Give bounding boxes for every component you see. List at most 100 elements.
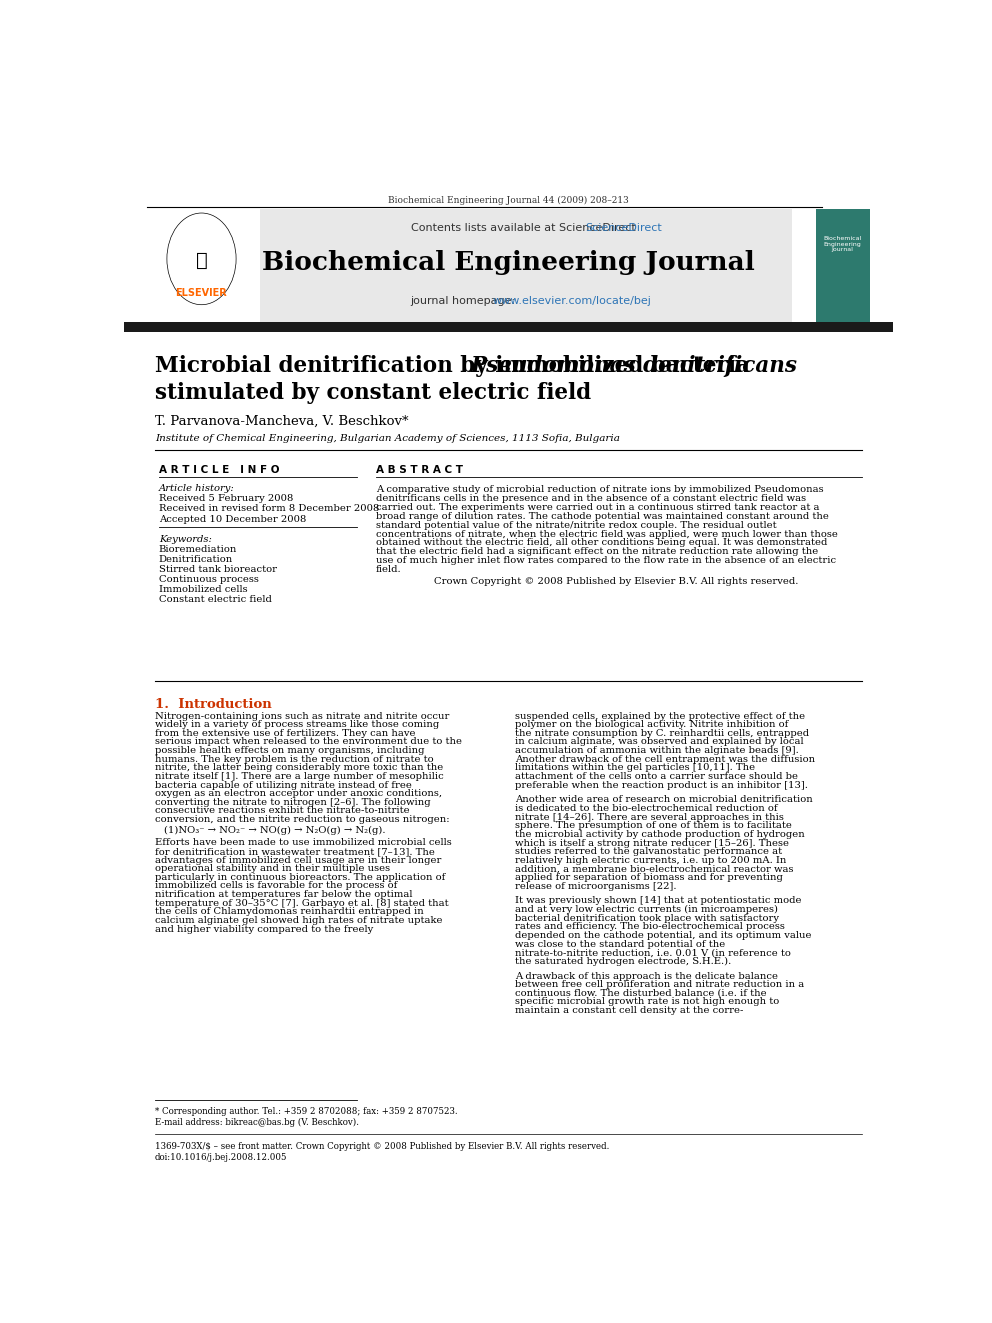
Text: nitrate [14–26]. There are several approaches in this: nitrate [14–26]. There are several appro… (516, 812, 785, 822)
Text: addition, a membrane bio-electrochemical reactor was: addition, a membrane bio-electrochemical… (516, 864, 794, 873)
Text: Efforts have been made to use immobilized microbial cells: Efforts have been made to use immobilize… (155, 839, 451, 847)
Text: possible health effects on many organisms, including: possible health effects on many organism… (155, 746, 425, 755)
Bar (147, 209, 260, 321)
Text: Continuous process: Continuous process (159, 574, 259, 583)
Text: polymer on the biological activity. Nitrite inhibition of: polymer on the biological activity. Nitr… (516, 720, 789, 729)
Text: in calcium alginate, was observed and explained by local: in calcium alginate, was observed and ex… (516, 737, 804, 746)
Text: sphere. The presumption of one of them is to facilitate: sphere. The presumption of one of them i… (516, 822, 793, 831)
Text: Microbial denitrification by immobilized bacteria: Microbial denitrification by immobilized… (155, 355, 757, 377)
Text: immobilized cells is favorable for the process of: immobilized cells is favorable for the p… (155, 881, 398, 890)
Text: limitations within the gel particles [10,11]. The: limitations within the gel particles [10… (516, 763, 756, 773)
Text: Biochemical
Engineering
Journal: Biochemical Engineering Journal (823, 235, 861, 253)
Text: the saturated hydrogen electrode, S.H.E.).: the saturated hydrogen electrode, S.H.E.… (516, 957, 732, 966)
Text: was close to the standard potential of the: was close to the standard potential of t… (516, 939, 725, 949)
Text: Crown Copyright © 2008 Published by Elsevier B.V. All rights reserved.: Crown Copyright © 2008 Published by Else… (434, 577, 799, 586)
Bar (147, 209, 792, 321)
Text: the cells of Chlamydomonas reinhardtii entrapped in: the cells of Chlamydomonas reinhardtii e… (155, 908, 424, 917)
Text: use of much higher inlet flow rates compared to the flow rate in the absence of : use of much higher inlet flow rates comp… (376, 556, 836, 565)
Text: advantages of immobilized cell usage are in their longer: advantages of immobilized cell usage are… (155, 856, 441, 865)
Text: Immobilized cells: Immobilized cells (159, 585, 247, 594)
Text: continuous flow. The disturbed balance (i.e. if the: continuous flow. The disturbed balance (… (516, 988, 767, 998)
Text: Denitrification: Denitrification (159, 554, 233, 564)
Text: maintain a constant cell density at the corre-: maintain a constant cell density at the … (516, 1005, 744, 1015)
Text: nitrification at temperatures far below the optimal: nitrification at temperatures far below … (155, 890, 413, 900)
Text: Biochemical Engineering Journal 44 (2009) 208–213: Biochemical Engineering Journal 44 (2009… (388, 196, 629, 205)
Bar (124, 321, 893, 332)
Text: the microbial activity by cathode production of hydrogen: the microbial activity by cathode produc… (516, 830, 806, 839)
Text: relatively high electric currents, i.e. up to 200 mA. In: relatively high electric currents, i.e. … (516, 856, 787, 865)
Text: journal homepage:: journal homepage: (411, 296, 520, 306)
Text: rates and efficiency. The bio-electrochemical process: rates and efficiency. The bio-electroche… (516, 922, 786, 931)
Text: www.elsevier.com/locate/bej: www.elsevier.com/locate/bej (492, 296, 651, 306)
Text: bacteria capable of utilizing nitrate instead of free: bacteria capable of utilizing nitrate in… (155, 781, 412, 790)
Text: temperature of 30–35°C [7]. Garbayo et al. [8] stated that: temperature of 30–35°C [7]. Garbayo et a… (155, 898, 448, 908)
Text: A drawback of this approach is the delicate balance: A drawback of this approach is the delic… (516, 971, 779, 980)
Text: broad range of dilution rates. The cathode potential was maintained constant aro: broad range of dilution rates. The catho… (376, 512, 828, 521)
Text: bacterial denitrification took place with satisfactory: bacterial denitrification took place wit… (516, 914, 780, 922)
Text: Nitrogen-containing ions such as nitrate and nitrite occur: Nitrogen-containing ions such as nitrate… (155, 712, 449, 721)
Text: field.: field. (376, 565, 402, 574)
Text: Constant electric field: Constant electric field (159, 594, 272, 603)
Text: the nitrate consumption by C. reinhardtii cells, entrapped: the nitrate consumption by C. reinhardti… (516, 729, 809, 738)
Text: widely in a variety of process streams like those coming: widely in a variety of process streams l… (155, 720, 439, 729)
Text: Biochemical Engineering Journal: Biochemical Engineering Journal (262, 250, 755, 275)
Text: 🌳: 🌳 (195, 251, 207, 270)
Text: Bioremediation: Bioremediation (159, 545, 237, 553)
Text: Another drawback of the cell entrapment was the diffusion: Another drawback of the cell entrapment … (516, 754, 815, 763)
Text: It was previously shown [14] that at potentiostatic mode: It was previously shown [14] that at pot… (516, 897, 802, 905)
Text: Stirred tank bioreactor: Stirred tank bioreactor (159, 565, 277, 574)
Text: obtained without the electric field, all other conditions being equal. It was de: obtained without the electric field, all… (376, 538, 827, 548)
Text: Pseudomonas denitrificans: Pseudomonas denitrificans (470, 355, 798, 377)
Text: for denitrification in wastewater treatment [7–13]. The: for denitrification in wastewater treatm… (155, 847, 434, 856)
Text: T. Parvanova-Mancheva, V. Beschkov*: T. Parvanova-Mancheva, V. Beschkov* (155, 415, 409, 429)
Text: Article history:: Article history: (159, 484, 235, 493)
Text: nitrite, the latter being considerably more toxic than the: nitrite, the latter being considerably m… (155, 763, 443, 773)
Text: Received in revised form 8 December 2008: Received in revised form 8 December 2008 (159, 504, 379, 513)
Text: A comparative study of microbial reduction of nitrate ions by immobilized Pseudo: A comparative study of microbial reducti… (376, 486, 823, 495)
Text: oxygen as an electron acceptor under anoxic conditions,: oxygen as an electron acceptor under ano… (155, 790, 442, 798)
Text: ELSEVIER: ELSEVIER (176, 288, 227, 298)
Text: Another wide area of research on microbial denitrification: Another wide area of research on microbi… (516, 795, 813, 804)
Text: and higher viability compared to the freely: and higher viability compared to the fre… (155, 925, 373, 934)
Text: release of microorganisms [22].: release of microorganisms [22]. (516, 881, 677, 890)
Text: accumulation of ammonia within the alginate beads [9].: accumulation of ammonia within the algin… (516, 746, 800, 755)
Text: 1.  Introduction: 1. Introduction (155, 697, 272, 710)
Text: attachment of the cells onto a carrier surface should be: attachment of the cells onto a carrier s… (516, 773, 799, 781)
Text: that the electric field had a significant effect on the nitrate reduction rate a: that the electric field had a significan… (376, 548, 818, 556)
Text: conversion, and the nitrite reduction to gaseous nitrogen:: conversion, and the nitrite reduction to… (155, 815, 449, 824)
Text: operational stability and in their multiple uses: operational stability and in their multi… (155, 864, 390, 873)
Text: serious impact when released to the environment due to the: serious impact when released to the envi… (155, 737, 462, 746)
Text: which is itself a strong nitrate reducer [15–26]. These: which is itself a strong nitrate reducer… (516, 839, 790, 848)
Text: depended on the cathode potential, and its optimum value: depended on the cathode potential, and i… (516, 931, 811, 939)
Text: is dedicated to the bio-electrochemical reduction of: is dedicated to the bio-electrochemical … (516, 804, 778, 814)
Text: E-mail address: bikreac@bas.bg (V. Beschkov).: E-mail address: bikreac@bas.bg (V. Besch… (155, 1118, 359, 1127)
Text: nitrate itself [1]. There are a large number of mesophilic: nitrate itself [1]. There are a large nu… (155, 773, 443, 781)
Text: A B S T R A C T: A B S T R A C T (376, 466, 463, 475)
Text: Institute of Chemical Engineering, Bulgarian Academy of Sciences, 1113 Sofia, Bu: Institute of Chemical Engineering, Bulga… (155, 434, 620, 443)
Text: (1)NO₃⁻ → NO₂⁻ → NO(g) → N₂O(g) → N₂(g).: (1)NO₃⁻ → NO₂⁻ → NO(g) → N₂O(g) → N₂(g). (165, 826, 386, 835)
Bar (816, 209, 870, 321)
Text: humans. The key problem is the reduction of nitrate to: humans. The key problem is the reduction… (155, 754, 434, 763)
Text: denitrificans cells in the presence and in the absence of a constant electric fi: denitrificans cells in the presence and … (376, 493, 806, 503)
Text: calcium alginate gel showed high rates of nitrate uptake: calcium alginate gel showed high rates o… (155, 916, 442, 925)
Text: ScienceDirect: ScienceDirect (585, 222, 662, 233)
Text: converting the nitrate to nitrogen [2–6]. The following: converting the nitrate to nitrogen [2–6]… (155, 798, 431, 807)
Text: Contents lists available at ScienceDirect: Contents lists available at ScienceDirec… (411, 222, 636, 233)
Text: consecutive reactions exhibit the nitrate-to-nitrite: consecutive reactions exhibit the nitrat… (155, 807, 410, 815)
Text: stimulated by constant electric field: stimulated by constant electric field (155, 382, 591, 404)
Text: carried out. The experiments were carried out in a continuous stirred tank react: carried out. The experiments were carrie… (376, 503, 819, 512)
Text: applied for separation of biomass and for preventing: applied for separation of biomass and fo… (516, 873, 784, 882)
Text: * Corresponding author. Tel.: +359 2 8702088; fax: +359 2 8707523.: * Corresponding author. Tel.: +359 2 870… (155, 1107, 457, 1117)
Text: specific microbial growth rate is not high enough to: specific microbial growth rate is not hi… (516, 998, 780, 1007)
Text: between free cell proliferation and nitrate reduction in a: between free cell proliferation and nitr… (516, 980, 805, 990)
Text: suspended cells, explained by the protective effect of the: suspended cells, explained by the protec… (516, 712, 806, 721)
Text: particularly in continuous bioreactors. The application of: particularly in continuous bioreactors. … (155, 873, 445, 882)
Text: standard potential value of the nitrate/nitrite redox couple. The residual outle: standard potential value of the nitrate/… (376, 521, 777, 529)
Text: Received 5 February 2008: Received 5 February 2008 (159, 495, 294, 504)
Text: A R T I C L E   I N F O: A R T I C L E I N F O (159, 466, 280, 475)
Text: from the extensive use of fertilizers. They can have: from the extensive use of fertilizers. T… (155, 729, 416, 738)
Text: concentrations of nitrate, when the electric field was applied, were much lower : concentrations of nitrate, when the elec… (376, 529, 838, 538)
Text: Keywords:: Keywords: (159, 534, 211, 544)
Text: and at very low electric currents (in microamperes): and at very low electric currents (in mi… (516, 905, 779, 914)
Text: nitrate-to-nitrite reduction, i.e. 0.01 V (in reference to: nitrate-to-nitrite reduction, i.e. 0.01 … (516, 949, 792, 957)
